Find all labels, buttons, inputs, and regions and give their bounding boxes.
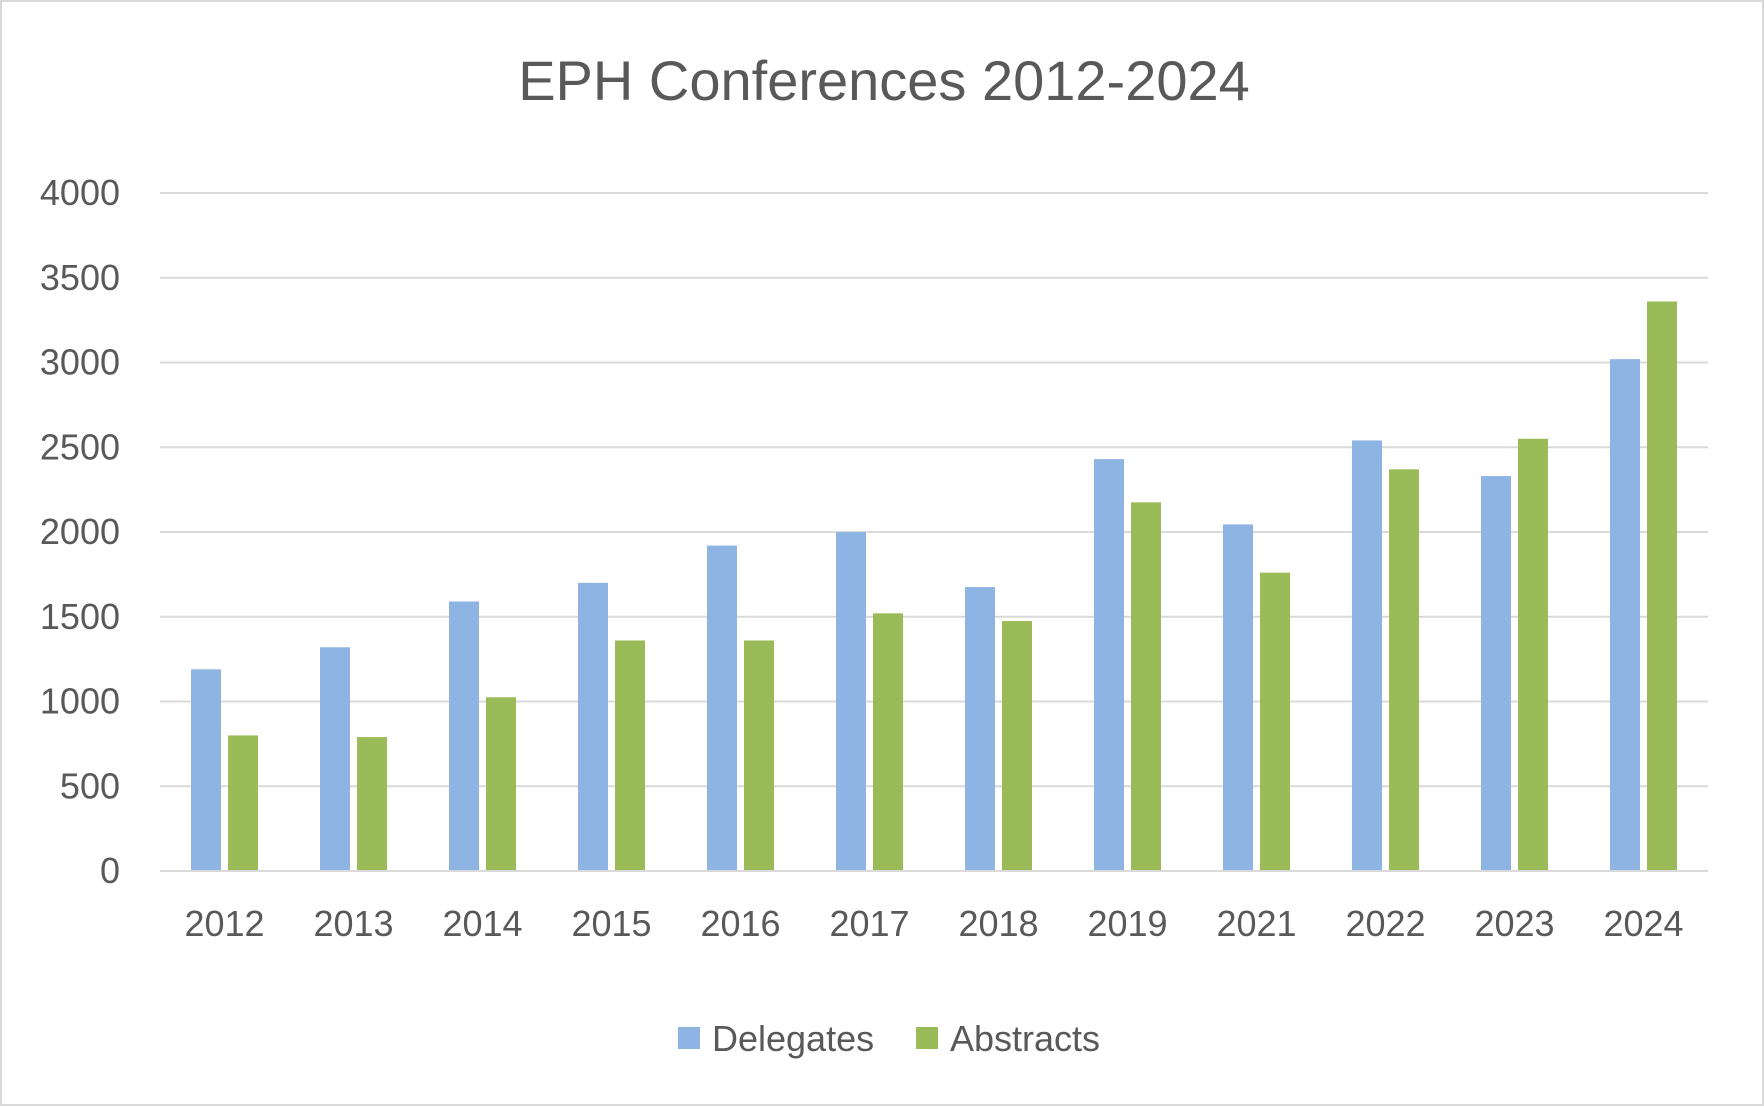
bar-delegates-2024	[1610, 359, 1640, 871]
bar-delegates-2023	[1481, 476, 1511, 871]
y-tick-label: 500	[60, 765, 120, 806]
bar-delegates-2016	[707, 545, 737, 871]
x-tick-label: 2016	[700, 903, 780, 944]
legend-swatch-abstracts	[916, 1027, 938, 1049]
x-tick-label: 2014	[442, 903, 522, 944]
y-tick-label: 2000	[40, 511, 120, 552]
bar-abstracts-2018	[1002, 620, 1032, 871]
legend-item-delegates: Delegates	[678, 1018, 874, 1059]
bar-abstracts-2016	[744, 640, 774, 871]
bar-abstracts-2024	[1647, 301, 1677, 872]
y-tick-label: 1000	[40, 681, 120, 722]
bar-delegates-2021	[1223, 524, 1253, 871]
y-tick-label: 0	[100, 850, 120, 891]
legend-swatch-delegates	[678, 1027, 700, 1049]
x-tick-label: 2012	[184, 903, 264, 944]
x-tick-label: 2015	[571, 903, 651, 944]
bar-abstracts-2015	[615, 640, 645, 871]
y-tick-label: 3000	[40, 342, 120, 383]
bar-abstracts-2012	[228, 735, 258, 871]
bar-abstracts-2023	[1518, 438, 1548, 871]
x-tick-label: 2022	[1345, 903, 1425, 944]
legend-label-delegates: Delegates	[712, 1018, 874, 1059]
bar-delegates-2018	[965, 587, 995, 871]
bar-delegates-2012	[191, 669, 221, 871]
x-tick-label: 2024	[1603, 903, 1683, 944]
bar-delegates-2013	[320, 647, 350, 871]
x-tick-label: 2021	[1216, 903, 1296, 944]
bar-abstracts-2017	[873, 613, 903, 871]
y-tick-label: 3500	[40, 257, 120, 298]
bar-delegates-2014	[449, 601, 479, 871]
y-tick-label: 1500	[40, 596, 120, 637]
y-axis-ticks: 0 500 1000 1500 2000 2500 3000 3500 4000	[40, 172, 120, 891]
bar-delegates-2022	[1352, 440, 1382, 871]
x-axis-ticks: 2012 2013 2014 2015 2016 2017 2018 2019 2021 2022…	[184, 903, 1683, 944]
bar-abstracts-2014	[486, 697, 516, 871]
legend-label-abstracts: Abstracts	[950, 1018, 1100, 1059]
x-tick-label: 2018	[958, 903, 1038, 944]
legend-item-abstracts: Abstracts	[916, 1018, 1100, 1059]
bar-abstracts-2022	[1389, 469, 1419, 871]
x-tick-label: 2019	[1087, 903, 1167, 944]
bar-abstracts-2021	[1260, 572, 1290, 871]
bars	[191, 301, 1677, 872]
x-tick-label: 2023	[1474, 903, 1554, 944]
bar-abstracts-2019	[1131, 502, 1161, 871]
gridlines	[160, 192, 1708, 788]
legend: Delegates Abstracts	[678, 1018, 1100, 1059]
x-tick-label: 2013	[313, 903, 393, 944]
y-tick-label: 2500	[40, 426, 120, 467]
bar-delegates-2019	[1094, 459, 1124, 871]
bar-abstracts-2013	[357, 737, 387, 871]
bar-delegates-2015	[578, 582, 608, 871]
y-tick-label: 4000	[40, 172, 120, 213]
bar-delegates-2017	[836, 532, 866, 871]
chart-title: EPH Conferences 2012-2024	[518, 49, 1250, 112]
x-tick-label: 2017	[829, 903, 909, 944]
